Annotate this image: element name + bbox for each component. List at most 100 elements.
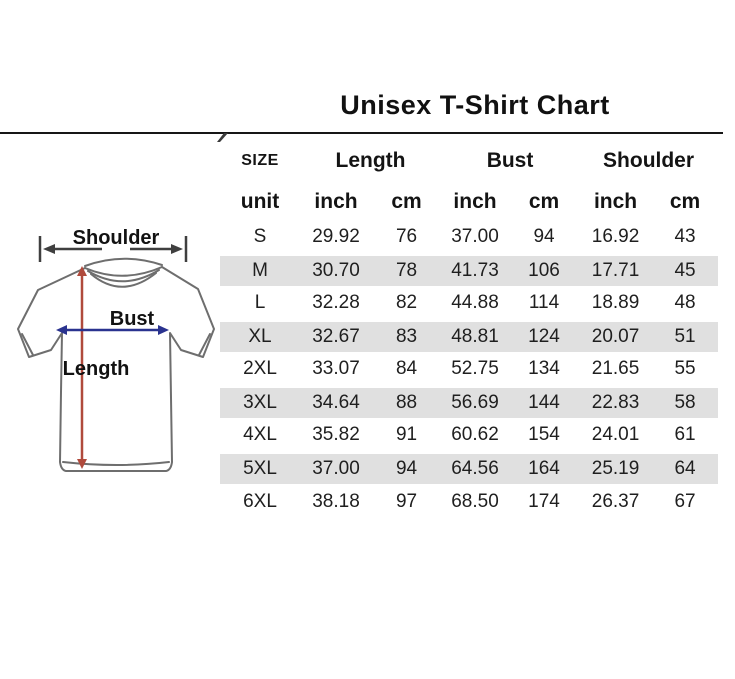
value-cell: 94 (372, 450, 442, 486)
tshirt-body-outline (17, 266, 215, 472)
value-cell: 35.82 (312, 424, 360, 446)
col-header-length: Length (335, 148, 406, 172)
value-cell: 20.07 (579, 318, 653, 354)
value-cell: 32.28 (312, 292, 360, 314)
value-cell: 25.19 (579, 450, 653, 486)
title-divider (0, 132, 723, 134)
length-label: Length (63, 358, 130, 380)
table-row: S 29.92 76 37.00 94 16.92 43 (220, 221, 718, 254)
size-cell: 4XL (243, 424, 277, 446)
value-cell: 94 (533, 225, 555, 247)
value-cell: 154 (528, 424, 560, 446)
value-cell: 67 (674, 491, 696, 512)
right-cuff-seam (198, 333, 211, 356)
table-row: 2XL 33.07 84 52.75 134 21.65 55 (220, 353, 718, 386)
table-header-row: SIZE Length Bust Shoulder (220, 138, 718, 183)
value-cell: 82 (395, 292, 418, 314)
length-arrow-head-bottom (77, 459, 87, 469)
value-cell: 88 (372, 384, 442, 420)
value-cell: 38.18 (312, 491, 360, 512)
unit-cell: inch (453, 190, 497, 213)
value-cell: 44.88 (451, 292, 499, 314)
bust-arrow-head-right (158, 325, 169, 335)
unit-cell: unit (240, 190, 280, 213)
col-header-bust: Bust (486, 148, 534, 172)
value-cell: 58 (652, 384, 719, 420)
value-cell: 64.56 (441, 450, 510, 486)
value-cell: 34.64 (300, 384, 372, 420)
size-cell: 3XL (220, 384, 300, 420)
size-cell: 2XL (243, 358, 277, 380)
hem-seam (62, 461, 170, 466)
value-cell: 29.92 (312, 225, 360, 247)
unit-header-row: unit inch cm inch cm inch cm (220, 183, 718, 221)
table-row: 3XL 34.64 88 56.69 144 22.83 58 (220, 384, 719, 420)
size-cell: L (254, 292, 266, 314)
value-cell: 37.00 (300, 450, 372, 486)
table-row: XL 32.67 83 48.81 124 20.07 51 (220, 318, 719, 354)
tshirt-measurement-diagram: Shoulder Bust Length (10, 222, 225, 492)
value-cell: 83 (372, 318, 442, 354)
value-cell: 134 (528, 358, 560, 380)
unit-cell: cm (391, 190, 422, 213)
value-cell: 41.73 (441, 252, 510, 288)
value-cell: 124 (509, 318, 580, 354)
value-cell: 22.83 (579, 384, 653, 420)
value-cell: 48.81 (441, 318, 510, 354)
collar-rib-1 (84, 266, 163, 277)
value-cell: 106 (509, 252, 580, 288)
unit-cell: cm (528, 190, 560, 213)
value-cell: 55 (674, 358, 696, 380)
collar-rib-2 (87, 269, 160, 283)
unit-cell: cm (669, 190, 701, 213)
size-cell: 6XL (243, 491, 277, 512)
shoulder-arrow-right-head (171, 244, 183, 254)
collar-rib-3 (90, 272, 157, 288)
value-cell: 32.67 (300, 318, 372, 354)
table-row: M 30.70 78 41.73 106 17.71 45 (220, 252, 719, 288)
size-table-body: S 29.92 76 37.00 94 16.92 43 M 30.70 78 41.73 106 17… (220, 221, 719, 518)
value-cell: 91 (395, 424, 418, 446)
page-title: Unisex T-Shirt Chart (340, 90, 610, 120)
size-cell: XL (220, 318, 300, 354)
value-cell: 144 (509, 384, 580, 420)
size-cell: M (220, 252, 300, 288)
value-cell: 43 (674, 225, 696, 247)
bust-arrow-head-left (56, 325, 67, 335)
col-header-size: SIZE (241, 151, 279, 169)
table-row: 4XL 35.82 91 60.62 154 24.01 61 (220, 419, 718, 452)
value-cell: 164 (509, 450, 580, 486)
value-cell: 33.07 (312, 358, 360, 380)
shoulder-label: Shoulder (73, 227, 160, 249)
divider-tick-mark (217, 133, 228, 142)
bust-label: Bust (110, 308, 155, 330)
value-cell: 37.00 (451, 225, 499, 247)
value-cell: 51 (652, 318, 719, 354)
value-cell: 76 (395, 225, 418, 247)
size-cell: S (253, 225, 267, 247)
value-cell: 21.65 (591, 358, 640, 380)
value-cell: 48 (674, 292, 696, 314)
col-header-shoulder: Shoulder (603, 148, 695, 172)
left-cuff-seam (21, 333, 34, 356)
size-cell: 5XL (220, 450, 300, 486)
value-cell: 68.50 (451, 491, 499, 512)
value-cell: 17.71 (579, 252, 653, 288)
length-arrow-head-top (77, 266, 87, 276)
unit-cell: inch (314, 190, 358, 213)
value-cell: 45 (652, 252, 719, 288)
value-cell: 174 (528, 491, 560, 512)
value-cell: 26.37 (591, 491, 640, 512)
value-cell: 16.92 (591, 225, 640, 247)
value-cell: 64 (652, 450, 719, 486)
value-cell: 114 (528, 292, 560, 314)
table-row: L 32.28 82 44.88 114 18.89 48 (220, 287, 718, 320)
value-cell: 52.75 (451, 358, 499, 380)
table-row: 6XL 38.18 97 68.50 174 26.37 67 (220, 485, 718, 518)
value-cell: 30.70 (300, 252, 372, 288)
collar-outer-arc (84, 257, 163, 267)
value-cell: 60.62 (451, 424, 499, 446)
value-cell: 56.69 (441, 384, 510, 420)
value-cell: 84 (395, 358, 418, 380)
